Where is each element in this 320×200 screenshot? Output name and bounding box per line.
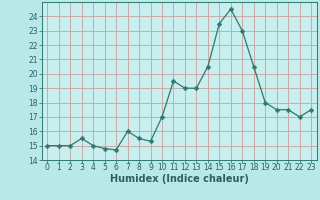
X-axis label: Humidex (Indice chaleur): Humidex (Indice chaleur) [110, 174, 249, 184]
